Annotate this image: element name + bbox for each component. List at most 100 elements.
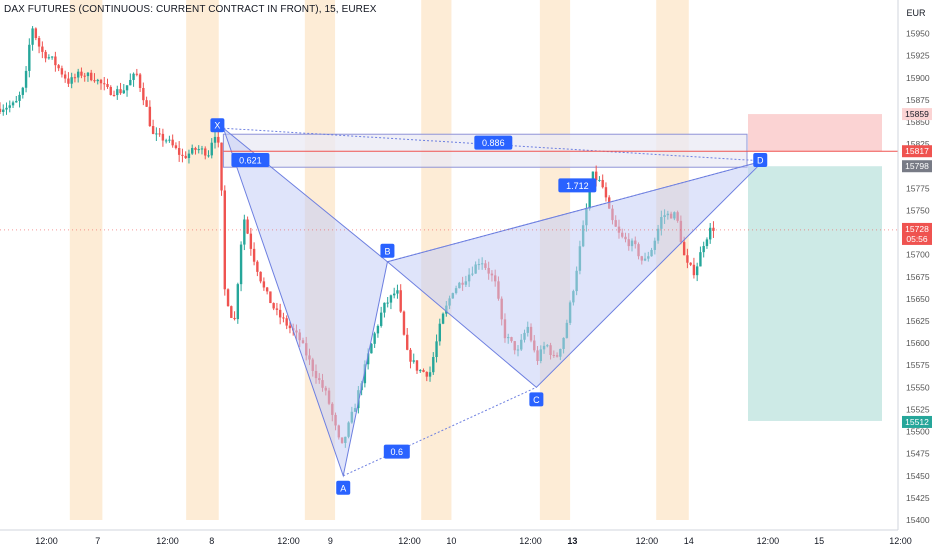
take-profit-zone: [748, 166, 882, 421]
candle-body: [103, 83, 106, 85]
stop-price-tag-bg: [902, 108, 932, 121]
bcd-triangle: [386, 159, 765, 389]
x-tick-label: 12:00: [398, 536, 421, 546]
session-band: [69, 0, 103, 520]
candle-body: [285, 318, 288, 326]
candle-body: [249, 233, 253, 249]
candle-body: [164, 140, 168, 142]
point-b-label-bg: [380, 243, 395, 258]
point-a-label-text: A: [340, 483, 346, 493]
time-axis-bg: [0, 530, 898, 550]
candle-body: [28, 44, 31, 71]
candle-body: [383, 302, 386, 313]
candle-body: [2, 109, 5, 112]
x-tick-label: 8: [209, 536, 214, 546]
ratio-label-ac: 0.6: [383, 444, 410, 459]
candle-body: [194, 147, 197, 150]
candle-body: [86, 72, 90, 77]
entry-price-tag: 15817: [902, 145, 932, 158]
chart-title: DAX FUTURES (CONTINUOUS: CURRENT CONTRAC…: [4, 4, 377, 15]
candle-body: [363, 364, 367, 384]
candle-body: [256, 261, 259, 272]
candle-body: [184, 155, 187, 159]
x-tick-label: 12:00: [757, 536, 780, 546]
candle-body: [435, 341, 438, 358]
ratio-label-ac-text: 0.6: [391, 447, 404, 457]
candle-body: [695, 266, 699, 276]
candle-body: [422, 370, 425, 372]
countdown-text: 05:56: [906, 234, 928, 244]
candle-body: [18, 94, 21, 101]
candle-body: [161, 133, 165, 141]
candle-body: [415, 360, 419, 371]
candle-body: [90, 72, 93, 81]
price-axis: EUR1595015925159001587515850158251580015…: [897, 0, 932, 550]
y-tick-label: 15600: [906, 338, 930, 348]
candle-body: [204, 148, 207, 156]
candle-body: [138, 74, 142, 88]
candle-body: [588, 190, 591, 209]
candle-body: [213, 136, 217, 143]
candle-body: [210, 142, 213, 156]
bd-leg: [387, 160, 764, 263]
candle-body: [272, 303, 275, 309]
ratio-label-xb: 0.621: [231, 153, 270, 167]
candle-body: [269, 291, 272, 304]
candle-body: [171, 139, 174, 146]
candle-body: [438, 323, 442, 342]
price-axis-bg: [898, 0, 932, 550]
y-tick-label: 15625: [906, 316, 930, 326]
currency-label: EUR: [906, 8, 926, 18]
y-tick-label: 15575: [906, 360, 930, 370]
candle-body: [15, 100, 18, 103]
candle-body: [236, 284, 240, 320]
target-price-tag-text: 15512: [905, 417, 929, 427]
x-tick-label: 7: [95, 536, 100, 546]
candle-body: [99, 79, 103, 84]
session-band: [186, 0, 219, 520]
point-c-label-bg: [529, 392, 544, 407]
point-a-label-bg: [336, 480, 351, 495]
candle-body: [409, 349, 412, 362]
candle-body: [112, 94, 116, 96]
entry-line-price-tag-text: 15798: [905, 161, 929, 171]
target-price-tag: 15512: [902, 415, 932, 428]
y-tick-label: 15900: [906, 73, 930, 83]
x-tick-label: 13: [567, 536, 577, 546]
candle-body: [96, 79, 99, 82]
point-d-label: D: [753, 152, 768, 167]
candle-body: [282, 317, 285, 319]
candle-body: [106, 84, 109, 87]
entry-line-price-tag: 15798: [902, 160, 932, 173]
x-tick-label: 10: [446, 536, 456, 546]
ratio-label-xd-bg: [474, 135, 513, 150]
candle-body: [187, 153, 191, 159]
x-tick-label: 12:00: [156, 536, 179, 546]
stop-price-tag-text: 15859: [905, 109, 929, 119]
point-a-label: A: [336, 480, 351, 495]
candle-body: [125, 85, 129, 91]
candle-body: [376, 325, 380, 334]
candle-body: [604, 187, 608, 198]
y-tick-label: 15750: [906, 205, 930, 215]
entry-price-tag-text: 15817: [905, 146, 929, 156]
entry-price-tag-bg: [902, 145, 932, 158]
candle-body: [76, 71, 80, 78]
candle-body: [288, 325, 292, 329]
candle-body: [598, 179, 601, 181]
candle-body: [83, 75, 86, 77]
candle-body: [80, 71, 83, 76]
candle-body: [386, 302, 389, 304]
ratio-label-bd-text: 1.712: [566, 181, 589, 191]
candle-body: [73, 77, 77, 79]
candle-body: [441, 313, 445, 324]
candle-body: [0, 108, 2, 112]
current-price-text: 15728: [905, 224, 929, 234]
current-price-tag-bg: [902, 222, 932, 245]
candle-body: [70, 77, 73, 84]
x-tick-label: 15: [814, 536, 824, 546]
candle-body: [275, 308, 279, 310]
